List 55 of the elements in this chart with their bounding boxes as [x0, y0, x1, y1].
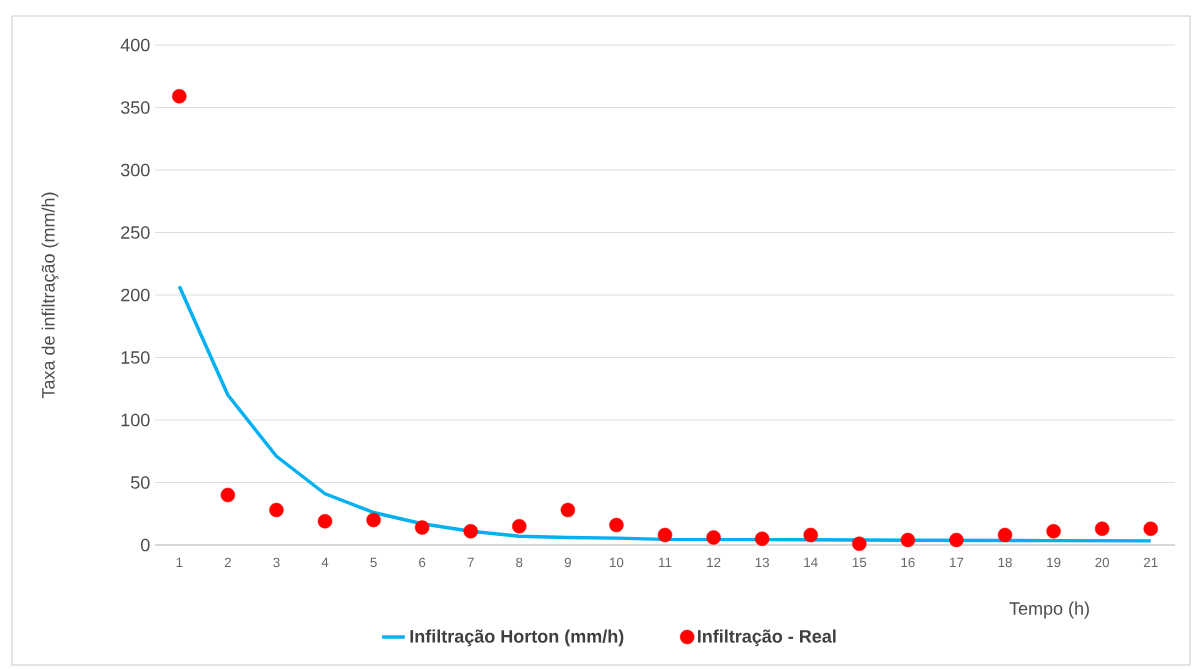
x-tick-label: 19 [1047, 557, 1061, 568]
x-tick-label: 11 [659, 557, 672, 567]
y-tick-label: 150 [121, 351, 150, 364]
point [463, 524, 478, 539]
x-tick-label: 20 [1095, 557, 1110, 568]
legend-label: Infiltração Horton (mm/h) [410, 629, 624, 647]
point [1143, 521, 1158, 536]
point [754, 531, 770, 546]
y-tick-label: 0 [140, 538, 150, 552]
point [657, 527, 673, 543]
x-tick-label: 8 [516, 557, 523, 568]
y-tick-label: 400 [120, 38, 150, 52]
legend-label: Infiltração - Real [698, 629, 836, 647]
y-tick-label: 200 [121, 288, 150, 302]
point [706, 530, 721, 545]
x-tick-label: 6 [419, 557, 426, 568]
x-tick-label: 2 [224, 557, 231, 568]
x-tick-label: 13 [755, 557, 769, 568]
point [609, 517, 624, 533]
point [900, 532, 916, 548]
y-tick-label: 50 [130, 476, 150, 489]
point [803, 527, 818, 543]
x-tick-label: 16 [901, 557, 915, 568]
x-tick-label: 17 [950, 557, 964, 567]
x-tick-label: 7 [467, 557, 474, 567]
point [269, 502, 284, 518]
point [366, 512, 381, 528]
point [560, 502, 576, 518]
x-tick-label: 4 [321, 557, 329, 567]
x-tick-label: 9 [564, 557, 571, 568]
x-tick-label: 10 [610, 557, 624, 568]
point [220, 487, 236, 503]
x-tick-label: 15 [852, 557, 867, 568]
x-tick-label: 21 [1143, 557, 1158, 568]
y-tick-label: 300 [120, 163, 150, 177]
x-tick-label: 5 [370, 557, 377, 568]
point [414, 520, 430, 535]
y-tick-label: 100 [121, 413, 150, 427]
point [172, 89, 187, 104]
y-axis-title: Taxa de infiltração (mm/h) [41, 192, 59, 399]
x-tick-label: 14 [804, 557, 818, 567]
point [997, 527, 1013, 543]
y-tick-label: 350 [120, 101, 150, 114]
x-tick-label: 18 [998, 557, 1012, 568]
point [317, 514, 333, 529]
y-tick-label: 250 [121, 226, 150, 239]
x-axis-title: Tempo (h) [1009, 601, 1089, 619]
point [1046, 524, 1061, 539]
point [852, 536, 867, 551]
point [512, 519, 527, 534]
point [1094, 521, 1110, 536]
x-tick-label: 3 [273, 557, 280, 568]
point [949, 532, 964, 548]
x-tick-label: 12 [707, 557, 721, 568]
x-tick-label: 1 [176, 557, 183, 567]
